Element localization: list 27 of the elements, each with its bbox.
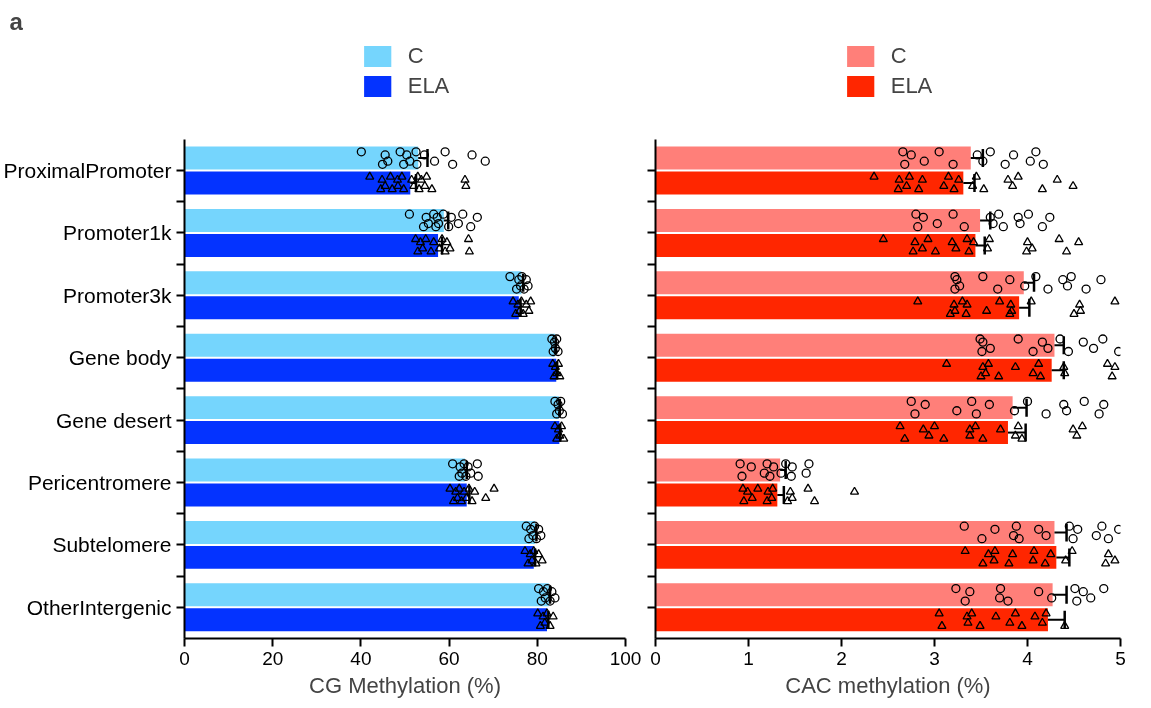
x-axis-title: CAC methylation (%) bbox=[785, 672, 991, 698]
x-tick-label: 0 bbox=[650, 647, 661, 669]
y-tick-label: Promoter1k bbox=[62, 221, 172, 245]
y-tick-label: Pericentromere bbox=[27, 471, 172, 495]
text: a bbox=[9, 7, 24, 35]
x-tick-label: 2 bbox=[836, 647, 847, 669]
y-tick-label: Gene body bbox=[68, 346, 172, 370]
y-tick-label: Subtelomere bbox=[52, 533, 172, 557]
y-tick-label: Gene desert bbox=[55, 408, 172, 432]
x-tick-label: 60 bbox=[438, 647, 460, 669]
legend-label: C bbox=[890, 43, 908, 69]
x-tick-label: 40 bbox=[350, 647, 372, 669]
x-tick-label: 100 bbox=[609, 647, 642, 669]
x-tick-label: 5 bbox=[1115, 647, 1126, 669]
x-tick-label: 0 bbox=[179, 647, 190, 669]
y-tick-label: ProximalPromoter bbox=[3, 159, 172, 183]
y-tick-label: Promoter3k bbox=[62, 283, 172, 307]
x-tick-label: 1 bbox=[743, 647, 754, 669]
x-tick-label: 4 bbox=[1022, 647, 1034, 669]
legend-label: ELA bbox=[890, 73, 933, 99]
x-tick-label: 3 bbox=[929, 647, 940, 669]
y-tick-label: OtherIntergenic bbox=[26, 595, 172, 619]
x-tick-label: 20 bbox=[262, 647, 284, 669]
x-axis-title: CG Methylation (%) bbox=[309, 672, 501, 698]
legend-label: C bbox=[407, 43, 425, 69]
legend-label: ELA bbox=[407, 73, 450, 99]
x-tick-label: 80 bbox=[526, 647, 548, 669]
